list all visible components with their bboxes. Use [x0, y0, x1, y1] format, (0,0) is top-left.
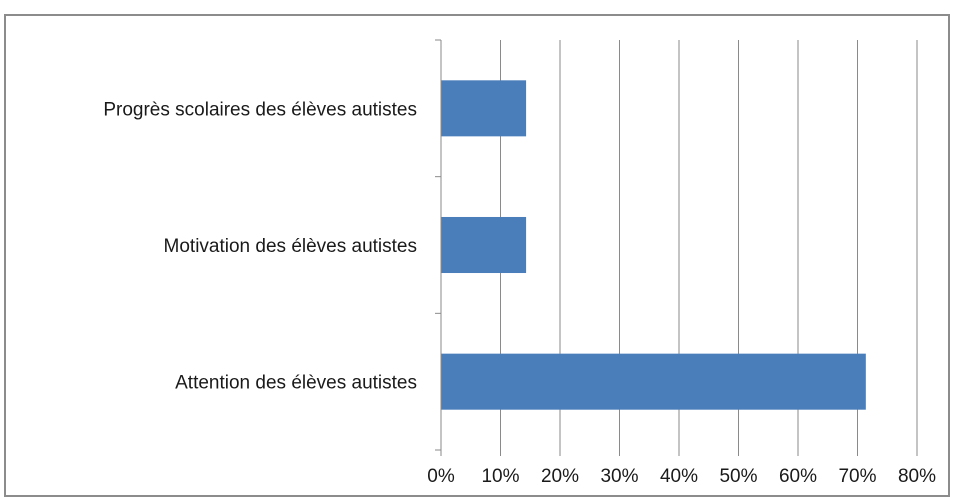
category-label: Progrès scolaires des élèves autistes	[103, 99, 417, 120]
x-tick-label: 30%	[600, 466, 638, 487]
x-tick-label: 0%	[427, 466, 455, 487]
category-label: Attention des élèves autistes	[175, 373, 417, 394]
x-tick-label: 70%	[838, 466, 876, 487]
x-tick-label: 50%	[719, 466, 757, 487]
category-label: Motivation des élèves autistes	[164, 236, 417, 257]
labels: 0% 10% 20% 30% 40% 50% 60% 70% 80% Progrès scolai…	[103, 99, 936, 487]
x-tick-label: 60%	[779, 466, 817, 487]
x-tick-label: 10%	[481, 466, 519, 487]
x-tick-label: 20%	[541, 466, 579, 487]
axes	[435, 39, 918, 456]
bar	[441, 353, 866, 410]
bars	[441, 80, 866, 410]
x-tick-label: 80%	[898, 466, 936, 487]
bar	[441, 80, 527, 137]
bar	[441, 216, 527, 274]
x-tick-label: 40%	[660, 466, 698, 487]
